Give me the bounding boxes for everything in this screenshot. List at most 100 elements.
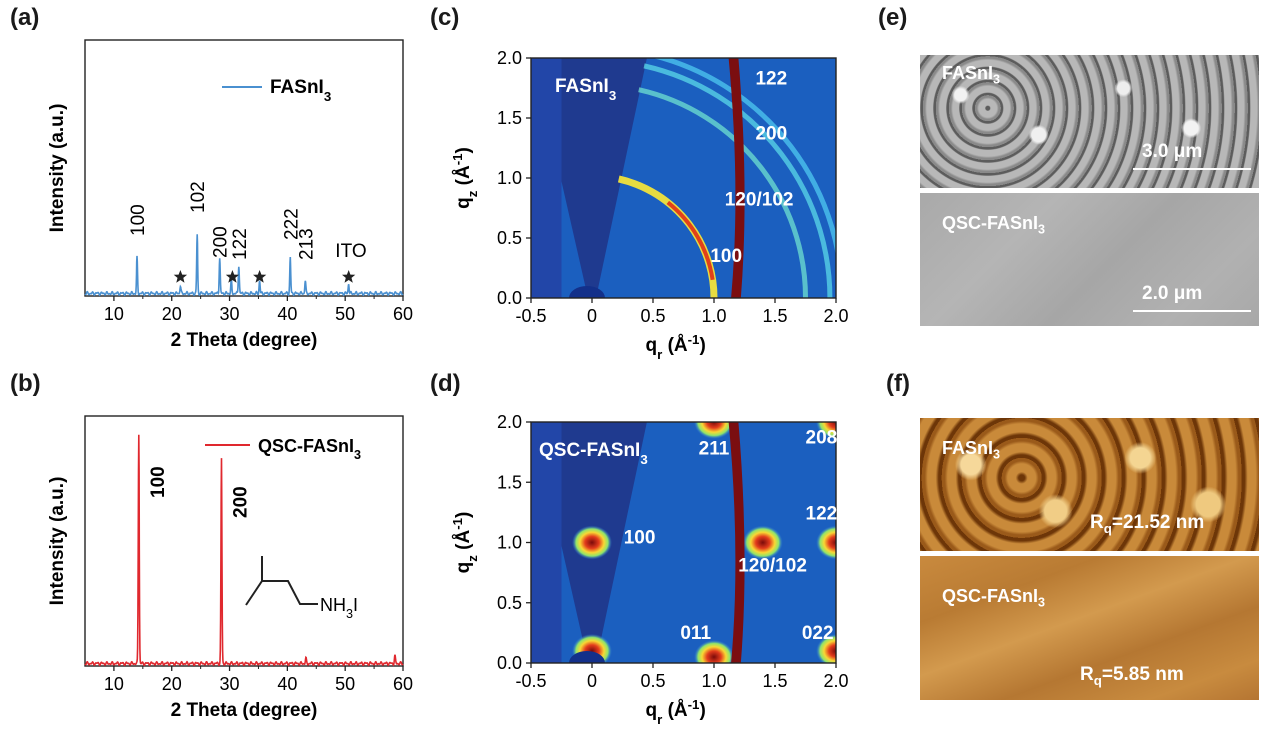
x-tick-label: -0.5 <box>515 306 546 326</box>
x-tick-label: 40 <box>277 674 297 694</box>
legend-label: FASnI3 <box>270 77 331 104</box>
diffraction-spot <box>816 422 836 439</box>
beamstop <box>569 286 605 298</box>
y-tick-label: 1.5 <box>497 472 522 492</box>
y-tick-label: 0.5 <box>497 593 522 613</box>
panel-label-c: (c) <box>430 4 460 31</box>
map-area <box>531 422 836 663</box>
afm-image-qsc-fasni3: QSC-FASnI3 Rq=5.85 nm <box>920 556 1259 700</box>
star-marker <box>342 270 356 283</box>
diffraction-ring <box>652 58 836 257</box>
x-tick-label: 0.5 <box>640 671 665 691</box>
x-tick-label: 1.0 <box>701 306 726 326</box>
x-tick-label: -0.5 <box>515 671 546 691</box>
afm-bottom-label: QSC-FASnI3 <box>942 586 1046 610</box>
diffraction-spot <box>742 525 783 560</box>
reflection-label-122: 122 <box>755 68 787 89</box>
xrd-chart-fasni3: 10 20 30 40 50 60 2 Theta (degree) Intensity (a… <box>47 39 413 351</box>
panel-label-a: (a) <box>10 4 40 31</box>
giwaxs-map-fasni3: -0.5 0 0.5 1.0 1.5 2.0 0.0 0.5 1.0 1.5 2.0 qr (Å-1)… <box>450 48 849 362</box>
reflection-label-120-102: 120/102 <box>738 555 807 576</box>
afm-image-fasni3: FASnI3 Rq=21.52 nm <box>920 418 1259 551</box>
star-marker <box>173 270 188 283</box>
panel-label-e: (e) <box>878 4 908 31</box>
x-tick-label: 2.0 <box>823 306 848 326</box>
peak-label-ito: ITO <box>335 241 366 262</box>
missing-wedge <box>533 58 647 298</box>
map-sample-label: FASnI3 <box>555 76 616 103</box>
star-marker <box>225 270 240 283</box>
afm-bottom-rq: Rq=5.85 nm <box>1080 664 1184 688</box>
map-area <box>531 58 836 298</box>
x-tick-label: 10 <box>104 304 124 324</box>
x-axis-label: qr (Å-1) <box>646 332 706 362</box>
reflection-label-100: 100 <box>710 246 742 267</box>
x-tick-label: 2.0 <box>823 671 848 691</box>
molecule-label: NH3I <box>320 595 358 621</box>
reflection-label-120-102: 120/102 <box>725 190 794 211</box>
x-tick-label: 30 <box>220 674 240 694</box>
peak-label-200: 200 <box>211 226 232 258</box>
panel-label-d: (d) <box>430 370 461 397</box>
x-tick-label: 60 <box>393 674 413 694</box>
x-tick-label: 0 <box>587 306 597 326</box>
series-line-fasni3 <box>84 234 404 297</box>
diffraction-spot <box>572 525 612 560</box>
y-tick-label: 1.0 <box>497 533 522 553</box>
y-tick-label: 1.5 <box>497 108 522 128</box>
peak-label-102: 102 <box>188 181 209 213</box>
afm-top-label: FASnI3 <box>942 438 1001 462</box>
reflection-label-122: 122 <box>806 504 838 525</box>
sem-bottom-label: QSC-FASnI3 <box>942 213 1046 237</box>
detector-gap <box>728 58 745 298</box>
sem-top-label: FASnI3 <box>942 63 1001 87</box>
y-axis-label: Intensity (a.u.) <box>47 477 68 606</box>
y-tick-label: 0.5 <box>497 228 522 248</box>
reflection-label-011: 011 <box>680 623 711 644</box>
panel-label-b: (b) <box>10 370 41 397</box>
x-tick-label: 10 <box>104 674 124 694</box>
reflection-label-022: 022 <box>802 623 834 644</box>
xrd-chart-qsc-fasni3: 10 20 30 40 50 60 2 Theta (degree) Intensity (a… <box>47 415 413 721</box>
y-tick-label: 2.0 <box>497 412 522 432</box>
reflection-label-211: 211 <box>699 439 730 460</box>
map-sample-label: QSC-FASnI3 <box>539 440 648 467</box>
detector-gap <box>728 422 745 663</box>
sem-bottom-scale-text: 2.0 μm <box>1142 283 1203 304</box>
x-tick-label: 0.5 <box>640 306 665 326</box>
diffraction-spot <box>694 639 734 663</box>
reflection-label-208: 208 <box>806 428 838 449</box>
sem-bottom-scale-bar <box>1133 310 1251 312</box>
series-line-qsc-fasni3 <box>84 434 404 667</box>
x-axis-label: 2 Theta (degree) <box>171 700 318 721</box>
y-axis-label: Intensity (a.u.) <box>47 104 68 233</box>
x-tick-label: 40 <box>277 304 297 324</box>
x-tick-label: 50 <box>335 304 355 324</box>
y-tick-label: 0.0 <box>497 288 522 308</box>
x-tick-label: 0 <box>587 671 597 691</box>
ring-hot-segment <box>666 200 715 281</box>
x-tick-label: 50 <box>335 674 355 694</box>
peak-label-213: 213 <box>296 228 317 260</box>
diffraction-spot <box>694 422 734 439</box>
peak-label-200: 200 <box>230 486 251 518</box>
x-tick-label: 60 <box>393 304 413 324</box>
beamstop <box>569 651 605 663</box>
peak-label-122: 122 <box>230 228 251 260</box>
y-axis-label: qz (Å-1) <box>450 512 480 574</box>
shadow-region <box>531 58 562 298</box>
x-tick-label: 30 <box>220 304 240 324</box>
x-tick-label: 1.5 <box>762 306 787 326</box>
y-tick-label: 1.0 <box>497 168 522 188</box>
peak-label-222: 222 <box>281 208 302 240</box>
y-axis-label: qz (Å-1) <box>450 147 480 209</box>
x-axis-label: qr (Å-1) <box>646 697 706 727</box>
x-tick-label: 20 <box>162 674 182 694</box>
panel-label-f: (f) <box>886 370 910 397</box>
giwaxs-map-qsc-fasni3: -0.5 0 0.5 1.0 1.5 2.0 0.0 0.5 1.0 1.5 2.0 qr (Å-1)… <box>450 412 849 727</box>
peak-label-100: 100 <box>128 204 149 236</box>
afm-top-rq: Rq=21.52 nm <box>1090 512 1205 536</box>
sem-top-scale-text: 3.0 μm <box>1142 141 1203 162</box>
diffraction-ring <box>638 87 808 298</box>
diffraction-spot <box>816 633 836 663</box>
